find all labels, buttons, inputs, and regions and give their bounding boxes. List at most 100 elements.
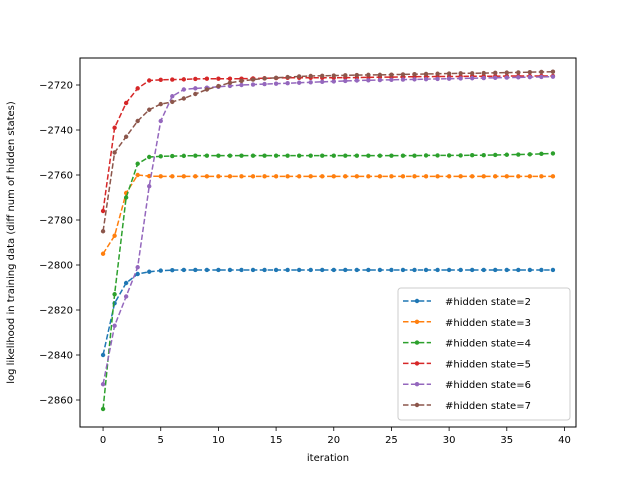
data-point [227,153,233,158]
legend-label: #hidden state=3 [445,318,531,329]
legend-box [397,287,571,421]
legend-marker [414,402,420,408]
data-point [539,151,544,157]
data-point [435,174,440,179]
data-point [493,75,498,81]
y-tick-label: −2720 [39,81,73,92]
data-point [389,153,394,158]
data-point [158,174,163,179]
data-point [204,174,210,179]
data-point [285,81,290,86]
data-point [354,267,360,273]
data-point [147,78,152,83]
data-point [135,271,140,277]
data-point [181,174,187,179]
data-point [123,195,129,200]
data-point [308,73,313,79]
data-point [135,265,140,270]
series-5 [100,74,556,387]
data-point [239,174,244,179]
data-point [516,75,521,80]
legend-marker [414,298,420,304]
x-tick-label: 15 [270,435,283,446]
data-point [331,153,336,158]
data-point [216,153,221,158]
data-point [296,80,302,85]
data-point [481,174,486,179]
data-point [285,174,290,179]
data-point [147,184,152,189]
data-point [423,71,429,77]
data-point [493,174,498,179]
data-point [123,100,129,106]
x-tick-label: 25 [385,435,398,446]
data-point [446,76,452,81]
data-point [262,153,267,158]
data-point [273,75,279,81]
data-point [100,382,106,387]
data-point [273,153,279,158]
data-point [354,78,360,83]
data-point [227,267,233,273]
data-point [204,76,210,81]
data-point [250,77,256,82]
data-point [181,96,187,101]
data-point [135,172,140,178]
data-point [135,161,140,166]
y-axis-label: log likelihood in training data (diff nu… [6,101,17,384]
data-point [296,267,302,273]
data-point [446,174,452,179]
data-point [493,267,498,273]
data-point [216,267,221,273]
data-point [343,78,348,84]
data-point [400,153,406,158]
data-point [331,267,336,273]
y-tick-label: −2840 [39,351,73,362]
data-point [469,174,475,179]
series-3 [100,151,556,412]
data-point [469,267,475,273]
y-tick-label: −2800 [39,261,73,272]
data-point [181,267,187,273]
data-point [527,152,533,157]
data-point [308,267,313,273]
legend-marker [414,382,420,387]
data-point [550,69,556,74]
y-tick-label: −2740 [39,126,73,137]
data-point [377,174,383,179]
data-point [481,267,486,273]
series-6 [100,69,556,234]
data-point [158,77,163,83]
data-point [273,174,279,179]
data-point [147,107,152,112]
data-point [539,74,544,80]
data-point [377,267,383,273]
data-point [181,87,187,92]
data-point [539,174,544,179]
data-point [539,69,544,75]
data-point [366,72,371,78]
legend-marker [414,319,420,324]
data-point [123,134,129,139]
data-point [504,152,509,157]
data-point [227,174,233,179]
data-point [262,267,267,273]
data-point [412,72,417,77]
data-point [343,73,348,78]
data-point [320,174,325,179]
legend-marker [414,361,420,366]
data-point [504,174,509,179]
data-point [469,153,475,158]
x-tick-label: 30 [443,435,456,446]
data-point [204,87,210,92]
data-point [112,323,117,328]
data-point [216,83,221,89]
data-point [158,118,163,124]
data-point [550,267,556,273]
y-tick-label: −2860 [39,396,73,407]
legend-label: #hidden state=2 [445,297,531,308]
data-point [112,125,117,130]
data-point [147,269,152,274]
data-point [170,99,175,105]
data-point [296,174,302,179]
